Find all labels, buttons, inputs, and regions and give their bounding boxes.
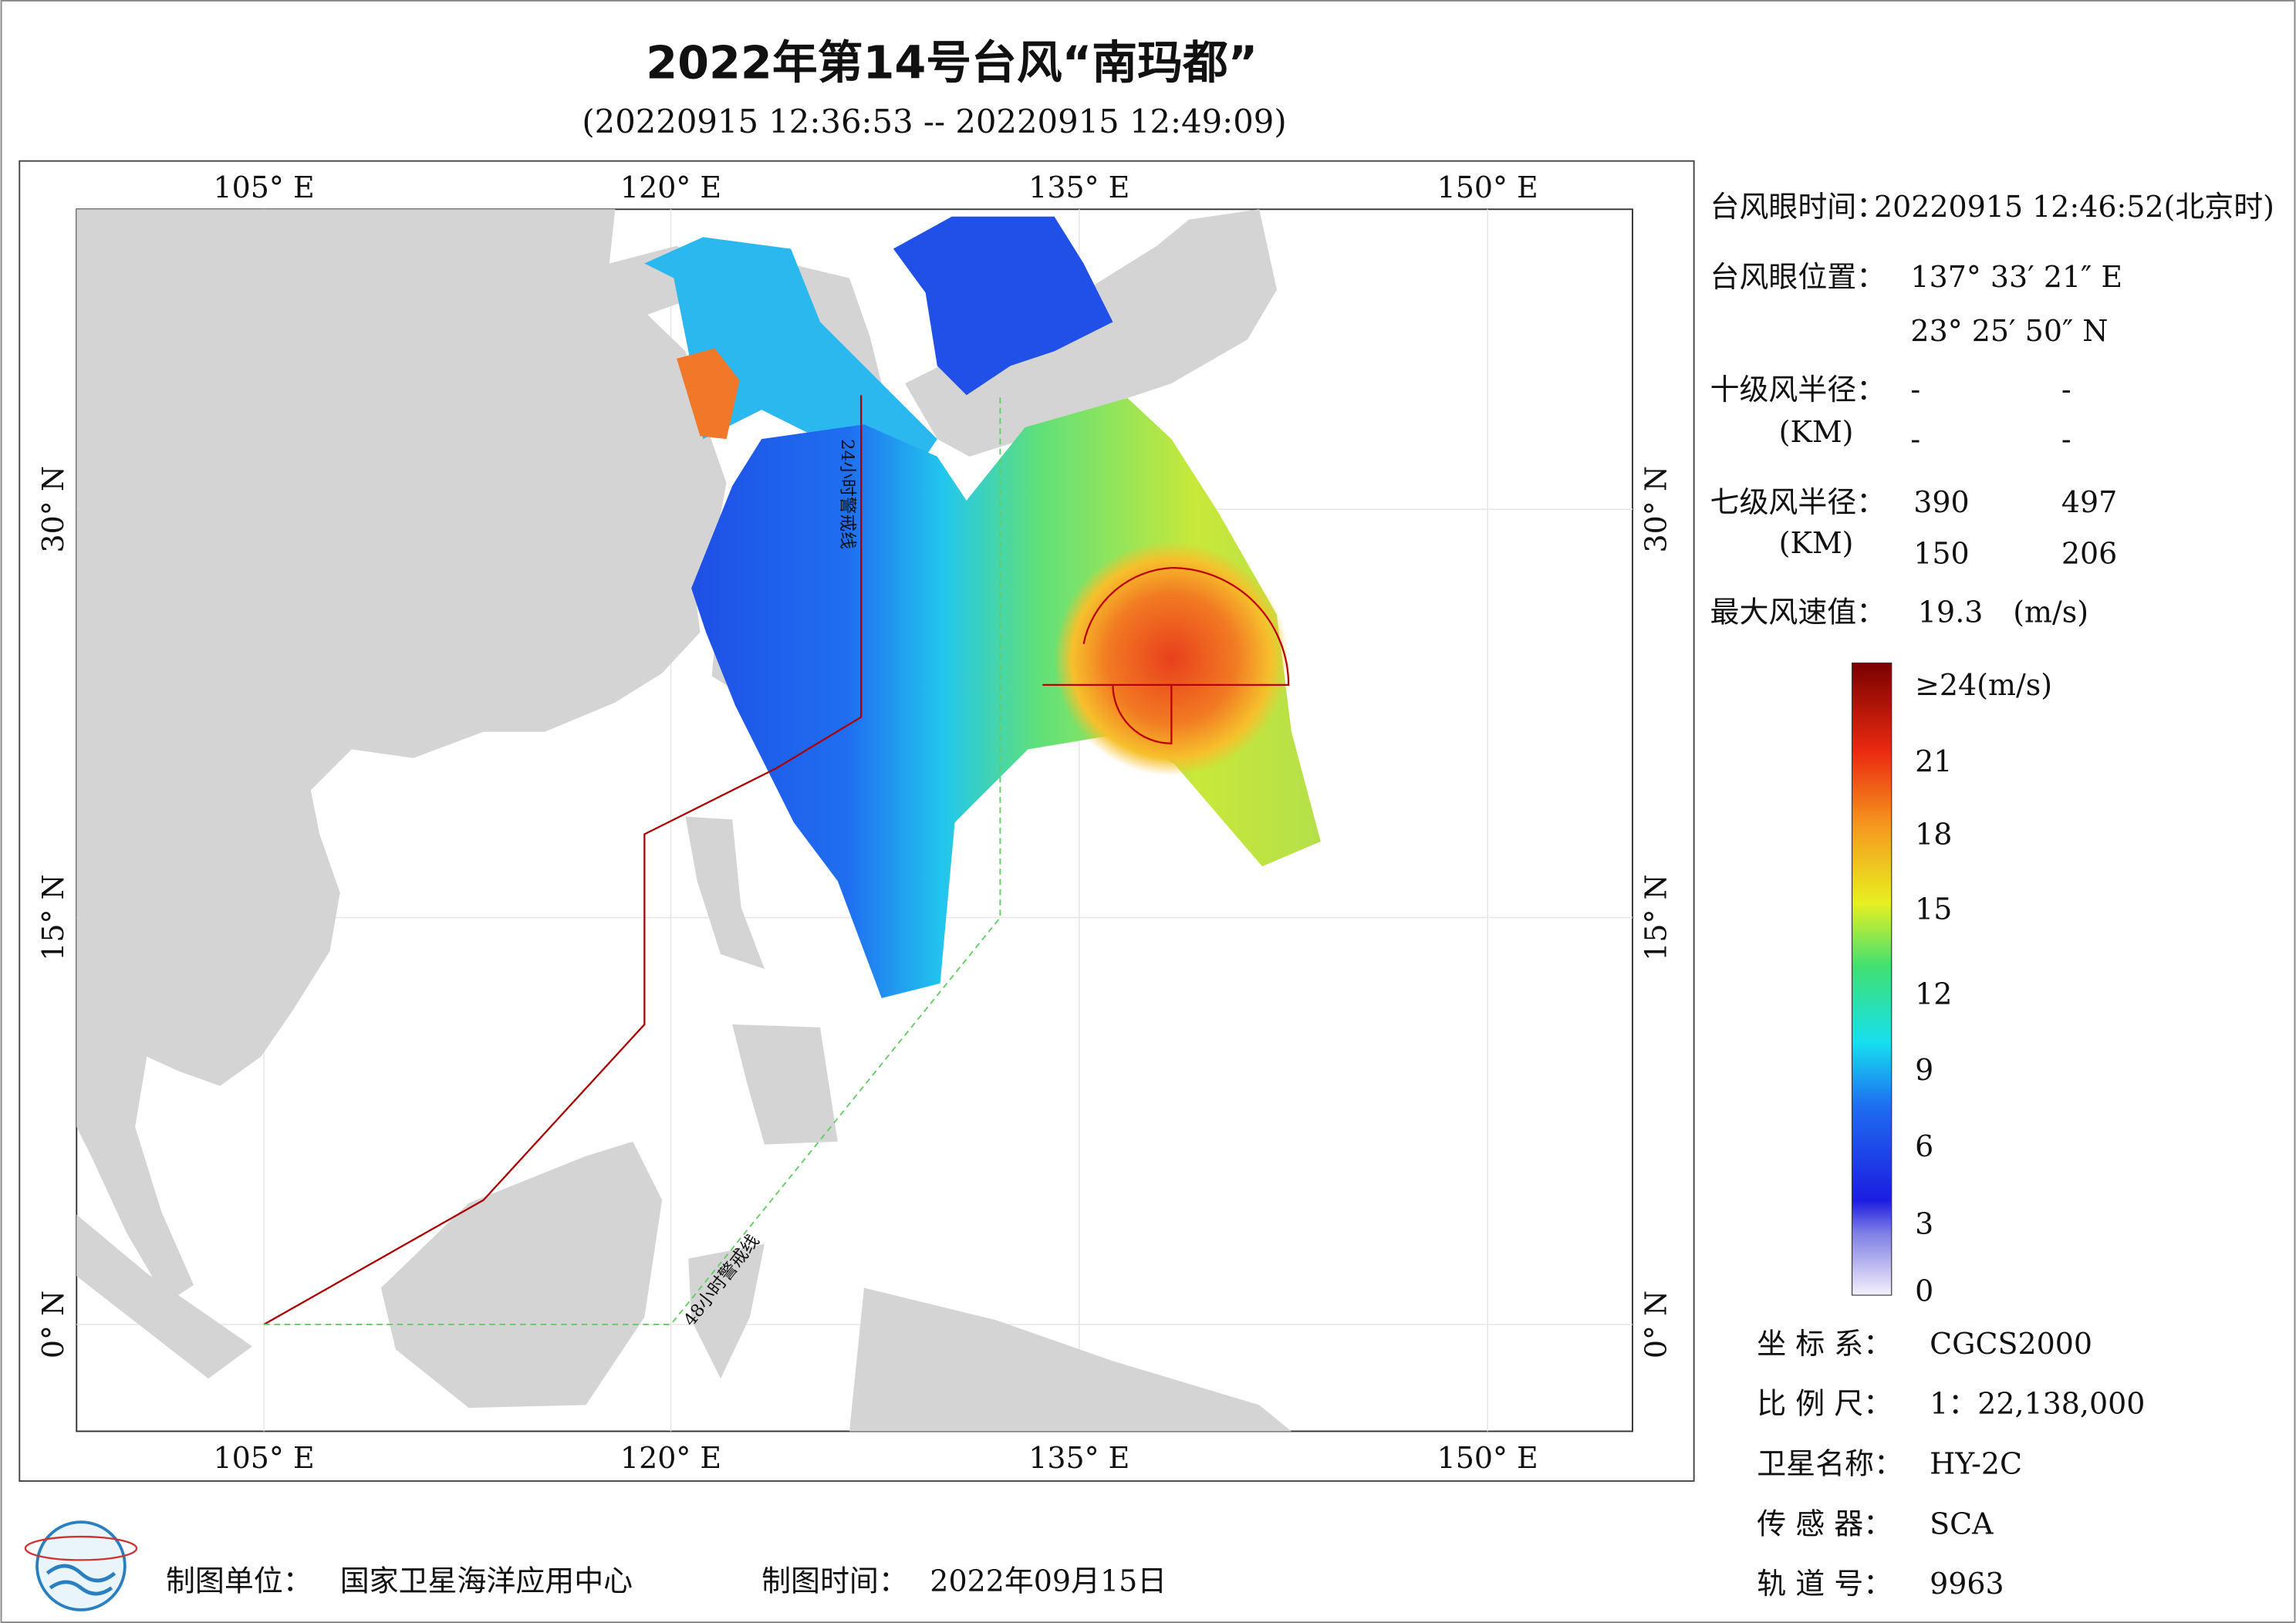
footer-value: 2022年09月15日 — [930, 1564, 1167, 1598]
land — [76, 209, 1292, 1432]
info-value: 206 — [2061, 536, 2117, 570]
colorbar-label: 3 — [1915, 1206, 1933, 1240]
info-label: 十级风半径： — [1710, 373, 1886, 407]
info-unit: (KM) — [1779, 415, 1854, 449]
footer-label: 制图时间： — [761, 1564, 908, 1598]
colorbar-labels: ≥24(m/s) 21 18 15 12 9 6 3 0 — [1915, 668, 2052, 1308]
borneo — [380, 1141, 663, 1409]
info-value: 19.3 — [1918, 595, 1983, 629]
info-value: 23° 25′ 50″ N — [1910, 314, 2108, 348]
colorbar-label: ≥24(m/s) — [1915, 668, 2052, 702]
info-panel: 台风眼时间： 20220915 12:46:52(北京时) 台风眼位置： 137… — [1710, 190, 2274, 629]
warning-line-48h — [264, 395, 1001, 1325]
new-guinea — [849, 1287, 1292, 1432]
info-label: 台风眼时间： — [1710, 190, 1886, 224]
lat-label: 0° N — [1639, 1291, 1673, 1358]
info-unit: (m/s) — [2013, 595, 2088, 629]
info-value: 150 — [1913, 536, 1969, 570]
lon-label: 150° E — [1437, 170, 1538, 204]
sulawesi — [688, 1243, 765, 1379]
colorbar-label: 12 — [1915, 977, 1952, 1011]
lon-label: 105° E — [214, 1441, 315, 1475]
wind-area — [893, 216, 1113, 396]
mindanao — [732, 1024, 838, 1145]
lon-label: 105° E — [214, 170, 315, 204]
info-value: 390 — [1913, 485, 1969, 519]
lat-label: 15° N — [36, 874, 70, 961]
info-value: - — [2061, 422, 2071, 456]
footer-label: 制图单位： — [166, 1564, 312, 1598]
wind-area — [677, 348, 740, 440]
info-label: 七级风半径： — [1710, 485, 1886, 519]
logo-circle — [35, 1520, 127, 1611]
luzon — [685, 816, 765, 969]
meta-label: 卫星名称： — [1757, 1446, 1903, 1480]
colorbar-label: 21 — [1915, 744, 1952, 778]
info-label: 台风眼位置： — [1710, 260, 1886, 294]
meta-panel: 坐 标 系： CGCS2000 比 例 尺： 1：22,138,000 卫星名称： HY-… — [1757, 1327, 2145, 1601]
lon-label: 120° E — [620, 1441, 721, 1475]
radius-ne — [1042, 566, 1290, 687]
meta-value: 9963 — [1930, 1567, 2004, 1601]
colorbar-label: 0 — [1915, 1274, 1933, 1308]
lon-label: 135° E — [1028, 170, 1129, 204]
colorbar-label: 9 — [1915, 1053, 1933, 1087]
footer: 制图单位： 国家卫星海洋应用中心 制图时间： 2022年09月15日 — [24, 1520, 1167, 1611]
lon-label: 135° E — [1028, 1441, 1129, 1475]
info-value: 137° 33′ 21″ E — [1910, 260, 2122, 294]
mainland — [76, 209, 727, 1303]
colorbar — [1851, 662, 1893, 1296]
lon-label: 150° E — [1437, 1441, 1538, 1475]
lat-label: 30° N — [1639, 466, 1673, 552]
info-value: 497 — [2061, 485, 2117, 519]
meta-value: HY-2C — [1930, 1446, 2022, 1480]
meta-value: CGCS2000 — [1930, 1327, 2092, 1361]
line-label-24h: 24小时警戒线 — [837, 439, 857, 549]
map-frame — [19, 160, 1695, 1482]
meta-label: 坐 标 系： — [1757, 1327, 1893, 1361]
meta-label: 轨 道 号： — [1757, 1567, 1893, 1601]
lat-label: 15° N — [1639, 874, 1673, 961]
footer-value: 国家卫星海洋应用中心 — [340, 1564, 633, 1598]
logo — [24, 1520, 138, 1611]
lat-label: 30° N — [36, 466, 70, 552]
map: 24小时警戒线 48小时警戒线 — [76, 208, 1633, 1432]
colorbar-label: 15 — [1915, 892, 1952, 926]
logo-waves — [46, 1564, 116, 1596]
warning-line-24h — [263, 395, 863, 1325]
wind-radii — [1042, 566, 1290, 744]
wind-core — [1054, 541, 1289, 776]
colorbar-label: 6 — [1915, 1129, 1933, 1163]
logo-orbit — [24, 1535, 138, 1561]
info-value: - — [1910, 373, 1920, 407]
title: 2022年第14号台风“南玛都” — [646, 35, 1258, 89]
sumatra — [76, 1214, 252, 1379]
lat-label: 0° N — [36, 1291, 70, 1358]
meta-label: 比 例 尺： — [1757, 1387, 1893, 1421]
lon-label: 120° E — [620, 170, 721, 204]
map-labels: 105° E 105° E 120° E 120° E 135° E 135° E 150°… — [36, 170, 1673, 1475]
meta-value: 1：22,138,000 — [1930, 1387, 2145, 1421]
info-unit: (KM) — [1779, 526, 1854, 560]
radius-nw — [1082, 566, 1172, 644]
subtitle: (20220915 12:36:53 -- 20220915 12:49:09) — [582, 103, 1286, 140]
info-value: - — [1910, 422, 1920, 456]
meta-label: 传 感 器： — [1757, 1507, 1893, 1540]
info-value: - — [2061, 373, 2071, 407]
meta-value: SCA — [1930, 1507, 1994, 1540]
info-value: 20220915 12:46:52(北京时) — [1874, 190, 2274, 224]
info-label: 最大风速值： — [1710, 595, 1886, 629]
wind-field — [644, 216, 1321, 998]
colorbar-label: 18 — [1915, 818, 1952, 852]
radius-sw — [1112, 684, 1173, 744]
